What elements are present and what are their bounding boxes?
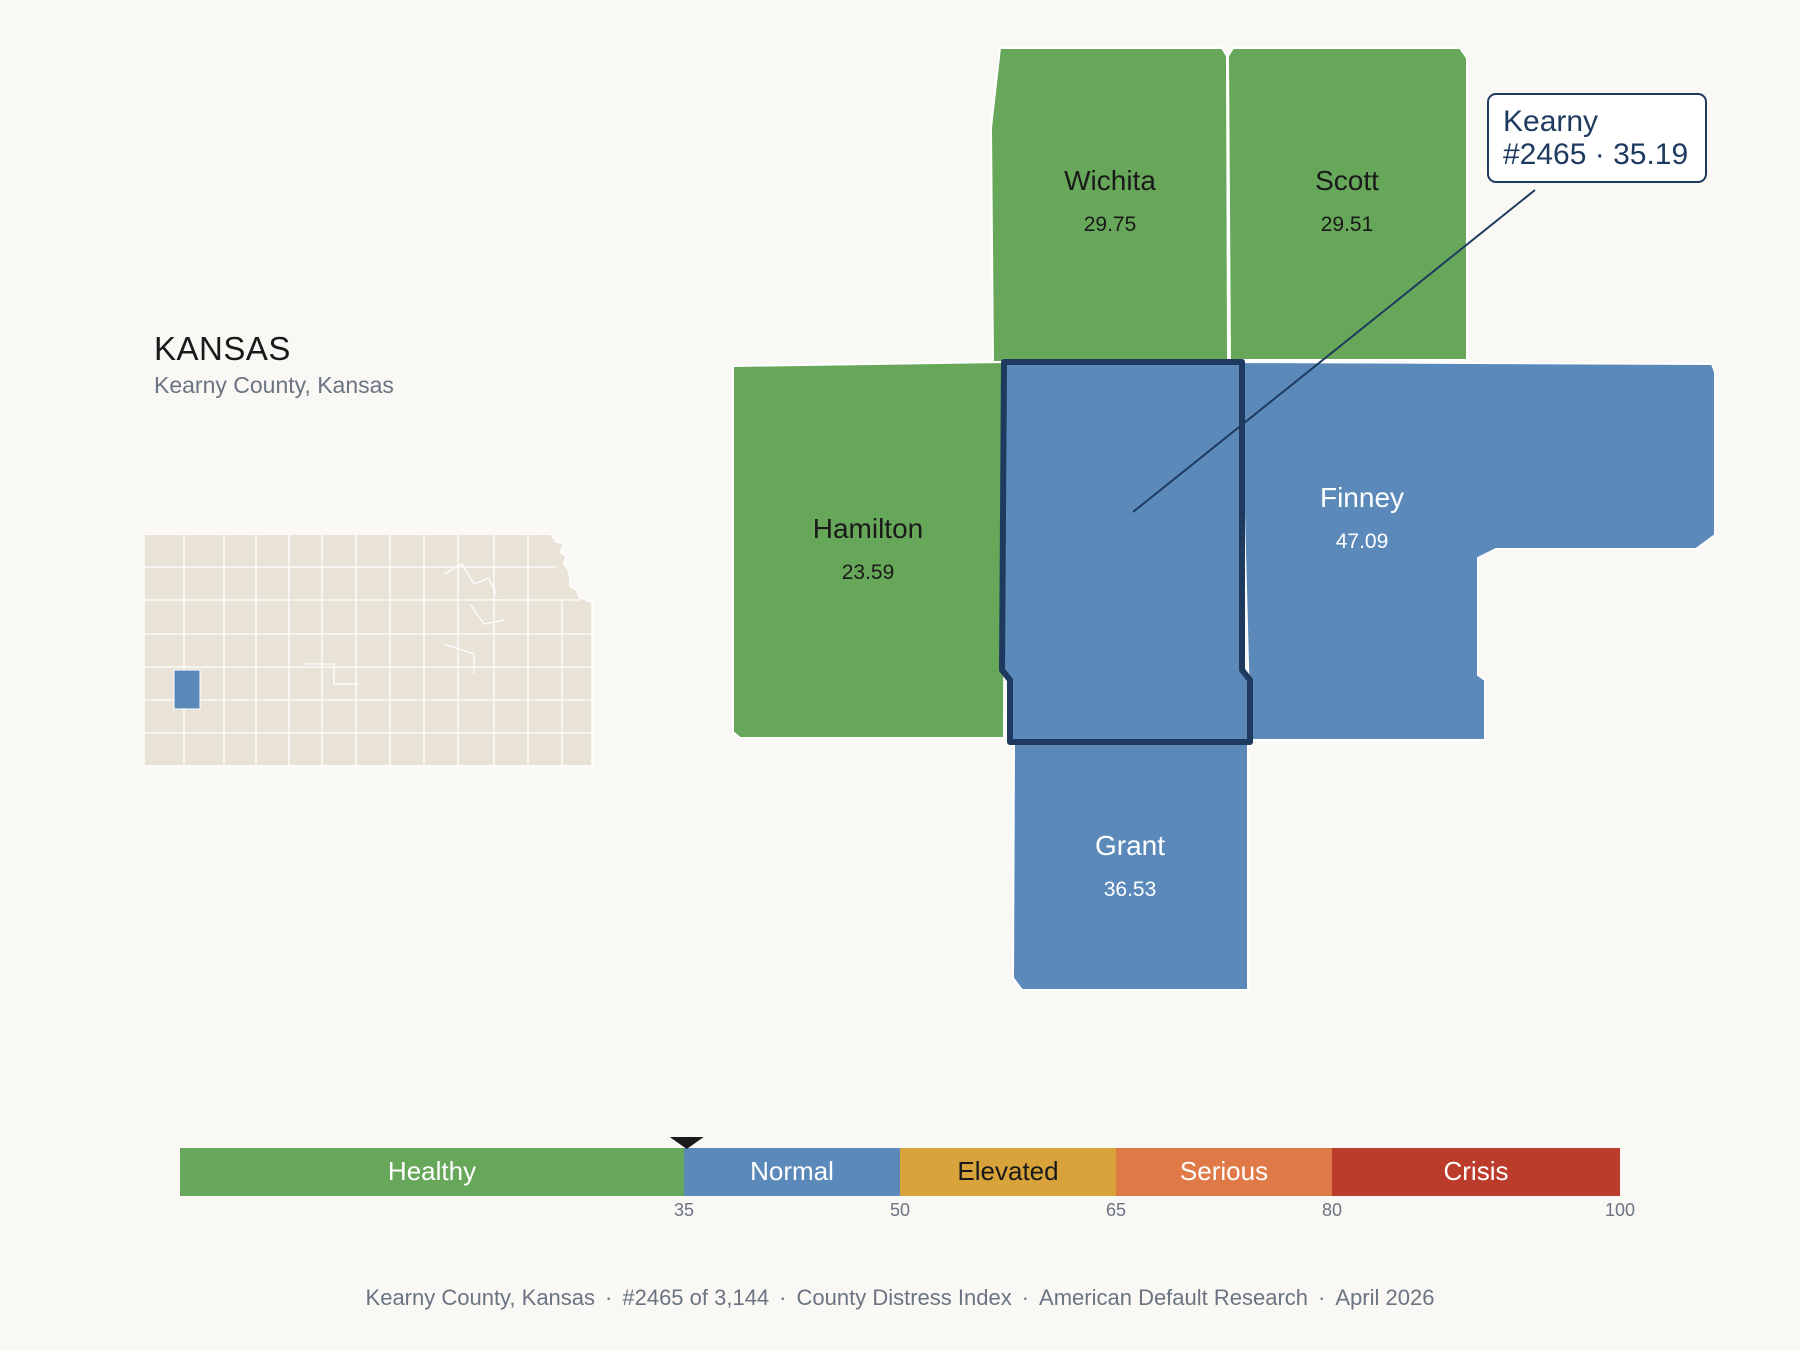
scale-band-label-elevated: Elevated [957,1156,1058,1186]
county-label-finney: Finney [1320,482,1404,513]
footer-index-name: County Distress Index [796,1285,1012,1310]
county-label-hamilton: Hamilton [813,513,923,544]
county-label-grant: Grant [1095,830,1165,861]
county-scott[interactable] [1226,47,1468,361]
county-label-scott: Scott [1315,165,1379,196]
scale-tick-label: 100 [1605,1200,1635,1220]
footer-county: Kearny County, Kansas [365,1285,596,1310]
scale-band-crisis [1332,1148,1620,1196]
state-subtitle: Kearny County, Kansas [154,372,394,398]
county-value-scott: 29.51 [1321,213,1374,236]
scale-band-label-normal: Normal [750,1156,834,1186]
county-value-hamilton: 23.59 [842,561,895,584]
scale-marker [669,1137,704,1149]
scale-band-label-serious: Serious [1180,1156,1268,1186]
callout-county-name: Kearny [1503,105,1599,138]
county-value-wichita: 29.75 [1084,213,1137,236]
footer-separator: · [605,1285,613,1310]
footer-date: April 2026 [1335,1285,1435,1310]
footer-credits: Kearny County, Kansas · #2465 of 3,144 · Cou… [0,1285,1800,1311]
scale-tick-label: 80 [1322,1200,1342,1220]
scale-band-elevated [900,1148,1116,1196]
focus-county-callout: Kearny #2465 · 35.19 [1487,93,1707,183]
callout-rank-score: #2465 · 35.19 [1503,138,1689,171]
county-finney[interactable] [1238,360,1716,741]
scale-tick-label: 50 [890,1200,910,1220]
county-value-grant: 36.53 [1104,878,1157,901]
county-kearny-highlight[interactable] [999,359,1253,745]
scale-band-healthy [180,1148,684,1196]
scale-tick-label: 65 [1106,1200,1126,1220]
footer-organization: American Default Research [1039,1285,1309,1310]
footer-rank: #2465 of 3,144 [622,1285,770,1310]
state-locator-map [144,534,593,767]
scale-band-serious [1116,1148,1332,1196]
county-grid [144,534,592,766]
scale-band-normal [684,1148,900,1196]
county-value-finney: 47.09 [1336,530,1389,553]
footer-separator: · [1318,1285,1326,1310]
footer-separator: · [1021,1285,1030,1310]
state-title: KANSAS [154,330,291,367]
scale-band-label-crisis: Crisis [1444,1156,1509,1186]
callout-leader-line [1132,189,1536,513]
footer-separator: · [779,1285,787,1310]
inset-highlight-kearny [173,669,201,710]
county-hamilton[interactable] [732,360,1007,739]
scale-band-label-healthy: Healthy [388,1156,476,1186]
scale-tick-label: 35 [674,1200,694,1220]
county-label-wichita: Wichita [1064,165,1156,196]
